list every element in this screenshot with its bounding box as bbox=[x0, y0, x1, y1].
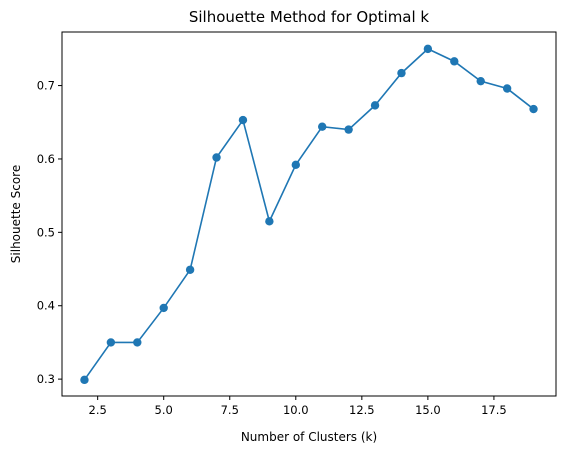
data-point bbox=[107, 338, 115, 346]
data-point bbox=[424, 45, 432, 53]
data-point bbox=[292, 161, 300, 169]
data-point bbox=[318, 122, 326, 130]
chart-title: Silhouette Method for Optimal k bbox=[189, 8, 430, 26]
y-tick-label: 0.4 bbox=[37, 299, 55, 313]
x-tick-label: 15.0 bbox=[415, 403, 441, 417]
data-point bbox=[239, 116, 247, 124]
data-point bbox=[529, 105, 537, 113]
data-point bbox=[80, 376, 88, 384]
data-point bbox=[371, 101, 379, 109]
data-point bbox=[344, 125, 352, 133]
data-point bbox=[450, 57, 458, 65]
data-points bbox=[80, 45, 537, 384]
x-tick-label: 2.5 bbox=[89, 403, 107, 417]
x-tick-label: 12.5 bbox=[349, 403, 375, 417]
data-point bbox=[265, 217, 273, 225]
x-tick-label: 17.5 bbox=[481, 403, 507, 417]
x-tick-label: 10.0 bbox=[283, 403, 309, 417]
y-axis: 0.3 0.4 0.5 0.6 0.7 bbox=[37, 79, 62, 387]
y-tick-label: 0.7 bbox=[37, 79, 55, 93]
series-line bbox=[84, 49, 533, 380]
x-axis-label: Number of Clusters (k) bbox=[241, 430, 377, 444]
data-point bbox=[397, 69, 405, 77]
y-tick-label: 0.6 bbox=[37, 152, 55, 166]
x-axis: 2.5 5.0 7.5 10.0 12.5 15.0 17.5 bbox=[89, 396, 507, 417]
data-point bbox=[133, 338, 141, 346]
data-point bbox=[160, 304, 168, 312]
x-tick-label: 5.0 bbox=[155, 403, 173, 417]
data-point bbox=[503, 84, 511, 92]
data-point bbox=[477, 77, 485, 85]
y-axis-label: Silhouette Score bbox=[9, 165, 23, 263]
y-tick-label: 0.3 bbox=[37, 372, 55, 386]
y-tick-label: 0.5 bbox=[37, 225, 55, 239]
x-tick-label: 7.5 bbox=[221, 403, 239, 417]
data-point bbox=[186, 266, 194, 274]
data-point bbox=[212, 153, 220, 161]
